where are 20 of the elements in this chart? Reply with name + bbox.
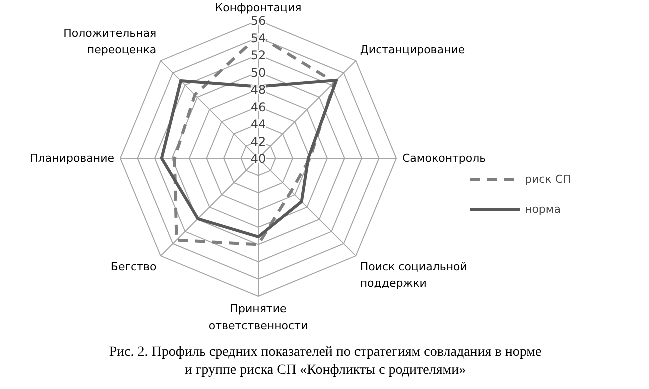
spoke-label: Самоконтроль	[402, 152, 486, 165]
legend-label: риск СП	[525, 172, 572, 186]
y-tick-label: 48	[250, 83, 266, 97]
y-tick-label: 54	[250, 31, 266, 46]
text: Рис. 2. Профиль средних показателей по стратегиям совладания в норме и группе риска СП «Конфликты с родителями»	[109, 345, 542, 378]
y-tick-label: 52	[250, 48, 266, 62]
y-tick-label: 44	[250, 118, 266, 132]
spoke-label: Принятие ответственности	[208, 302, 308, 332]
y-tick-label: 42	[250, 134, 266, 149]
y-tick-label: 56	[250, 14, 266, 28]
spoke-label: Дистанцирование	[360, 44, 466, 57]
spoke-label: Положительная переоценка	[64, 26, 157, 57]
legend-label: норма	[525, 202, 561, 216]
spoke-label: Бегство	[110, 260, 157, 274]
y-tick-label: 46	[250, 100, 266, 114]
spoke-label: Конфронтация	[215, 2, 302, 14]
spoke-label: Поиск социальной поддержки	[360, 260, 468, 290]
y-tick-label: 50	[250, 66, 266, 80]
y-tick-label: 40	[250, 152, 266, 166]
spoke-label: Планирование	[30, 152, 115, 165]
